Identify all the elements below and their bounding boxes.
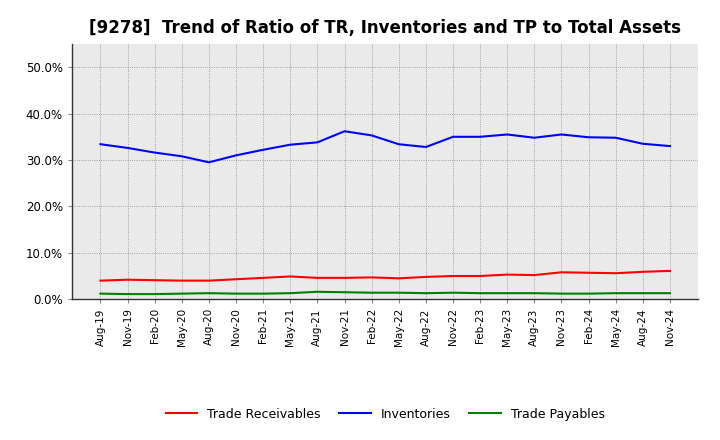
- Trade Receivables: [367, 275, 376, 280]
- Trade Receivables: [639, 269, 647, 275]
- Inventories: [476, 134, 485, 139]
- Trade Receivables: [476, 273, 485, 279]
- Trade Receivables: [557, 270, 566, 275]
- Trade Receivables: [123, 277, 132, 282]
- Inventories: [557, 132, 566, 137]
- Inventories: [665, 143, 674, 149]
- Inventories: [178, 154, 186, 159]
- Trade Receivables: [259, 275, 268, 280]
- Legend: Trade Receivables, Inventories, Trade Payables: Trade Receivables, Inventories, Trade Pa…: [161, 403, 610, 425]
- Line: Inventories: Inventories: [101, 131, 670, 162]
- Inventories: [313, 140, 322, 145]
- Title: [9278]  Trend of Ratio of TR, Inventories and TP to Total Assets: [9278] Trend of Ratio of TR, Inventories…: [89, 19, 681, 37]
- Trade Receivables: [665, 268, 674, 274]
- Trade Payables: [313, 289, 322, 294]
- Trade Payables: [639, 290, 647, 296]
- Trade Receivables: [584, 270, 593, 275]
- Trade Payables: [665, 290, 674, 296]
- Inventories: [341, 128, 349, 134]
- Inventories: [150, 150, 159, 155]
- Trade Receivables: [178, 278, 186, 283]
- Trade Receivables: [503, 272, 511, 277]
- Inventories: [123, 145, 132, 150]
- Inventories: [286, 142, 294, 147]
- Trade Payables: [395, 290, 403, 295]
- Inventories: [96, 142, 105, 147]
- Trade Payables: [150, 291, 159, 297]
- Inventories: [503, 132, 511, 137]
- Inventories: [367, 133, 376, 138]
- Trade Receivables: [204, 278, 213, 283]
- Line: Trade Receivables: Trade Receivables: [101, 271, 670, 281]
- Trade Payables: [123, 291, 132, 297]
- Trade Receivables: [286, 274, 294, 279]
- Trade Payables: [557, 291, 566, 296]
- Inventories: [639, 141, 647, 147]
- Inventories: [259, 147, 268, 152]
- Trade Payables: [178, 291, 186, 296]
- Inventories: [449, 134, 457, 139]
- Trade Receivables: [421, 274, 430, 279]
- Trade Payables: [96, 291, 105, 296]
- Trade Receivables: [96, 278, 105, 283]
- Trade Payables: [503, 290, 511, 296]
- Trade Payables: [367, 290, 376, 295]
- Trade Payables: [476, 290, 485, 296]
- Inventories: [530, 135, 539, 140]
- Inventories: [584, 135, 593, 140]
- Inventories: [421, 144, 430, 150]
- Inventories: [395, 142, 403, 147]
- Trade Payables: [530, 290, 539, 296]
- Trade Receivables: [395, 276, 403, 281]
- Trade Receivables: [341, 275, 349, 280]
- Line: Trade Payables: Trade Payables: [101, 292, 670, 294]
- Trade Receivables: [313, 275, 322, 280]
- Trade Receivables: [611, 271, 620, 276]
- Trade Payables: [204, 290, 213, 296]
- Trade Receivables: [232, 277, 240, 282]
- Trade Payables: [232, 291, 240, 296]
- Trade Payables: [286, 290, 294, 296]
- Trade Receivables: [449, 273, 457, 279]
- Trade Payables: [449, 290, 457, 295]
- Trade Payables: [421, 290, 430, 296]
- Trade Payables: [584, 291, 593, 296]
- Trade Receivables: [530, 272, 539, 278]
- Inventories: [204, 160, 213, 165]
- Trade Payables: [341, 290, 349, 295]
- Trade Payables: [259, 291, 268, 296]
- Inventories: [611, 135, 620, 140]
- Trade Payables: [611, 290, 620, 296]
- Inventories: [232, 153, 240, 158]
- Trade Receivables: [150, 278, 159, 283]
